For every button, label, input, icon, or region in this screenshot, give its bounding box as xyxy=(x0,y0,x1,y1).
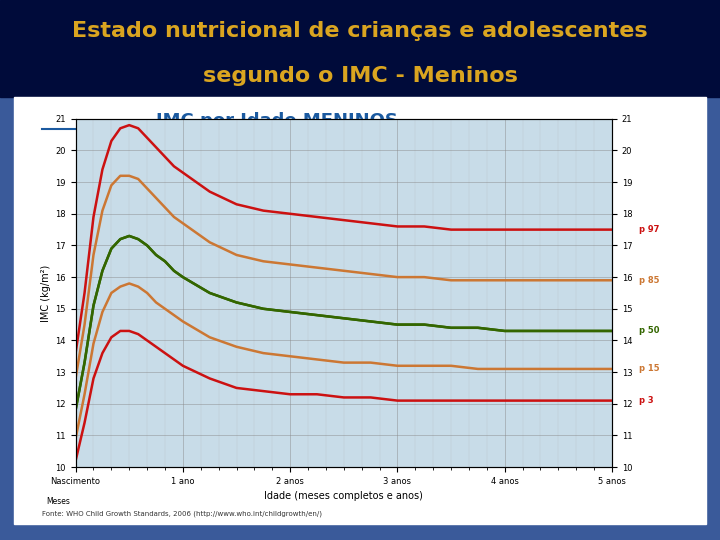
Text: p 85: p 85 xyxy=(639,276,660,285)
Text: p 3: p 3 xyxy=(639,396,654,405)
Text: Fonte: WHO Child Growth Standards, 2006 (http://www.who.int/childgrowth/en/): Fonte: WHO Child Growth Standards, 2006 … xyxy=(42,511,322,517)
Text: Estado nutricional de crianças e adolescentes: Estado nutricional de crianças e adolesc… xyxy=(72,21,648,41)
Text: Do nascimento aos 5 anos (percentis): Do nascimento aos 5 anos (percentis) xyxy=(109,136,280,145)
X-axis label: Idade (meses completos e anos): Idade (meses completos e anos) xyxy=(264,491,423,501)
Text: IMC por Idade MENINOS: IMC por Idade MENINOS xyxy=(156,112,398,130)
Y-axis label: IMC (kg/m²): IMC (kg/m²) xyxy=(41,264,51,322)
Text: p 97: p 97 xyxy=(639,225,660,234)
Text: Meses: Meses xyxy=(46,497,71,505)
Text: p 50: p 50 xyxy=(639,327,660,335)
Text: segundo o IMC - Meninos: segundo o IMC - Meninos xyxy=(202,66,518,86)
Text: p 15: p 15 xyxy=(639,364,660,374)
